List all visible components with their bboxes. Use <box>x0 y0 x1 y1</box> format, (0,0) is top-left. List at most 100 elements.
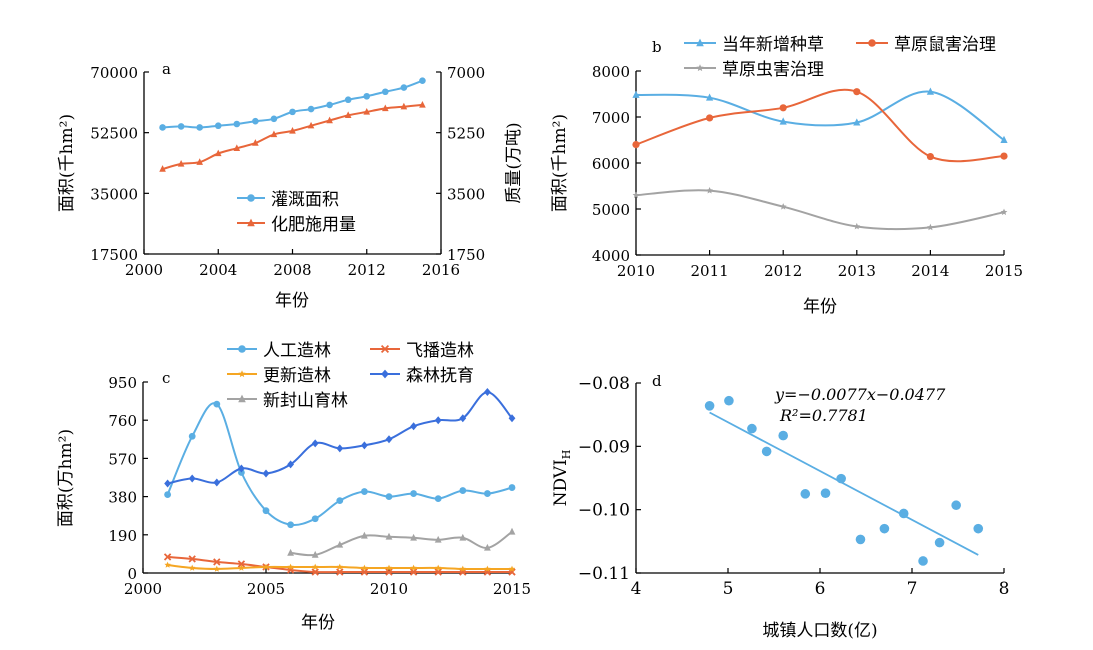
y2-axis-label: 质量(万吨) <box>504 122 524 203</box>
legend-marker <box>868 39 876 47</box>
data-point <box>1000 208 1008 216</box>
panel-c-chart: 2000 2005 2010 2015 0 190 380 570 760 950 面积(万hm²)… <box>56 341 531 633</box>
x-tick-label: 2011 <box>691 262 729 280</box>
data-point <box>508 484 516 491</box>
y-tick-label: 760 <box>108 412 137 430</box>
data-point <box>287 521 294 529</box>
data-point <box>410 422 417 431</box>
scatter-point <box>836 473 846 484</box>
data-point <box>312 563 319 570</box>
legend-label: 草原虫害治理 <box>722 60 824 80</box>
data-point <box>385 568 393 576</box>
x-tick-label: 2004 <box>199 261 237 279</box>
x-tick-label: 8 <box>999 579 1010 599</box>
data-point <box>289 108 296 116</box>
data-point <box>159 165 166 172</box>
data-point <box>926 152 935 161</box>
y-axis-label: 面积(万hm²) <box>56 429 76 527</box>
x-tick-label: 2010 <box>370 580 408 598</box>
scatter-point <box>800 489 811 499</box>
series-line <box>635 90 1005 141</box>
y-tick-label: 8000 <box>592 63 630 81</box>
data-point <box>307 121 315 129</box>
data-point <box>779 117 787 125</box>
panel-a-chart: 2000 2004 2008 2012 2016 17500 35000 52500 70000… <box>57 60 524 311</box>
data-point <box>213 400 221 408</box>
data-point <box>484 543 491 551</box>
x-tick-label: 2013 <box>838 262 876 280</box>
data-point <box>238 464 245 473</box>
legend-marker <box>238 394 246 403</box>
x-tick-label: 7 <box>907 579 918 599</box>
data-point <box>336 540 344 548</box>
scatter-point <box>898 508 909 519</box>
scatter-point <box>918 556 928 566</box>
data-point <box>706 187 713 194</box>
x-axis-label: 城镇人口数(亿) <box>762 621 877 641</box>
scatter-point <box>761 446 772 457</box>
y-tick-label: 4000 <box>592 247 630 265</box>
data-point <box>385 435 393 444</box>
legend-marker <box>696 64 704 72</box>
data-point <box>336 444 344 453</box>
y-tick-label: 35000 <box>90 185 138 203</box>
panel-letter: d <box>652 372 662 390</box>
data-point <box>238 564 245 571</box>
data-point <box>189 564 196 571</box>
y-tick-label: −0.10 <box>578 501 630 521</box>
data-point <box>196 124 203 131</box>
panel-letter: a <box>162 60 171 78</box>
y-tick-label: −0.08 <box>578 374 630 394</box>
y-tick-label: 570 <box>108 450 137 468</box>
legend-marker <box>238 370 246 378</box>
data-point <box>926 87 934 95</box>
y-tick-label: 380 <box>108 489 137 507</box>
data-point <box>213 478 221 487</box>
data-point <box>311 568 319 576</box>
x-tick-label: 2015 <box>493 580 531 598</box>
data-point <box>177 123 185 130</box>
data-point <box>311 515 319 523</box>
y-tick-label: 7000 <box>592 109 630 127</box>
x-tick-label: 2000 <box>124 580 162 598</box>
data-point <box>360 568 369 576</box>
data-point <box>419 77 426 84</box>
data-point <box>177 159 185 167</box>
x-tick-label: 2000 <box>125 261 163 279</box>
series-line <box>166 402 513 527</box>
data-point <box>706 114 714 122</box>
y-tick-label: 5000 <box>592 201 630 219</box>
series-line <box>162 79 423 129</box>
data-point <box>508 565 516 572</box>
y-axis-label: 面积(千hm²) <box>57 114 77 212</box>
data-point <box>262 469 270 478</box>
data-point <box>400 102 408 110</box>
data-point <box>385 564 393 571</box>
legend-marker <box>381 369 389 379</box>
legend-label: 人工造林 <box>263 341 331 361</box>
x-tick-label: 5 <box>723 579 734 599</box>
data-point <box>459 487 467 494</box>
data-point <box>287 548 294 556</box>
scatter-point <box>820 488 831 499</box>
data-point <box>238 469 245 476</box>
data-point <box>853 88 861 96</box>
x-axis-label: 年份 <box>803 297 837 317</box>
data-point <box>233 120 241 128</box>
scatter-point <box>778 430 788 441</box>
legend-label: 草原鼠害治理 <box>894 35 996 55</box>
x-tick-label: 2005 <box>247 580 285 598</box>
data-point <box>252 117 259 125</box>
data-point <box>484 490 491 497</box>
data-point <box>262 563 270 570</box>
x-tick-label: 2015 <box>985 262 1023 280</box>
y-axis-label: NDVIH <box>551 450 573 507</box>
data-point <box>311 439 319 448</box>
data-point <box>252 139 259 146</box>
legend-label: 灌溉面积 <box>271 190 339 210</box>
data-point <box>307 105 315 113</box>
legend-label: 森林抚育 <box>406 366 474 386</box>
data-point <box>459 565 466 572</box>
data-point <box>632 90 640 98</box>
